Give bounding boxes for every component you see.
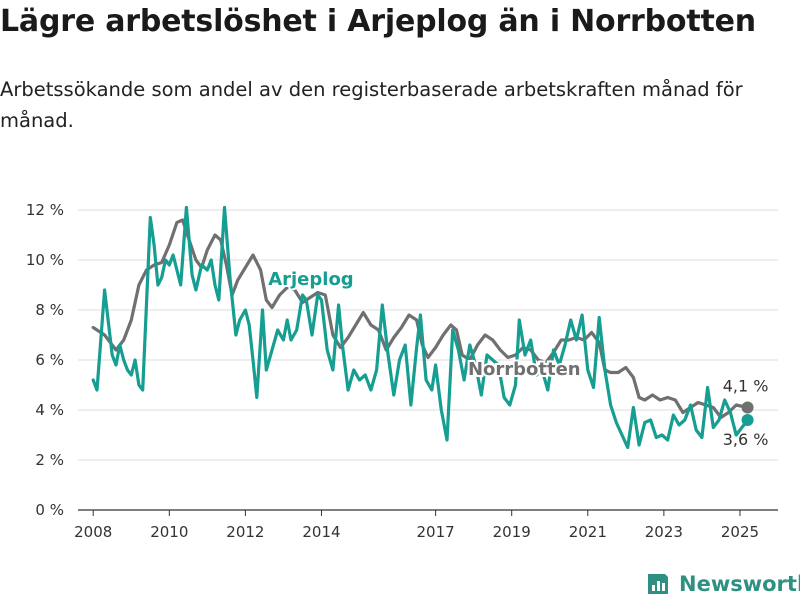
x-tick-label: 2017 (417, 523, 455, 541)
x-tick-label: 2014 (302, 523, 340, 541)
y-tick-label: 4 % (35, 401, 64, 419)
y-axis-ticks: 0 % 2 % 4 % 6 % 8 % 10 % 12 % (26, 201, 64, 519)
x-tick-label: 2019 (493, 523, 531, 541)
x-axis-ticks: 2008 2010 2012 2014 2017 2019 2021 2023 2025 (74, 510, 759, 541)
x-tick-label: 2021 (569, 523, 607, 541)
x-tick-label: 2008 (74, 523, 112, 541)
chart-subtitle: Arbetssökande som andel av den registerb… (0, 78, 743, 132)
end-label-arjeplog: 3,6 % (723, 430, 769, 449)
series-lines (91, 205, 754, 450)
x-tick-label: 2012 (226, 523, 264, 541)
end-point-arjeplog (741, 414, 754, 426)
y-tick-label: 10 % (26, 251, 64, 269)
y-tick-label: 2 % (35, 451, 64, 469)
end-label-norrbotten: 4,1 % (723, 377, 769, 396)
series-line-arjeplog (91, 205, 750, 450)
y-tick-label: 12 % (26, 201, 64, 219)
grid-lines (78, 209, 778, 511)
x-tick-label: 2025 (721, 523, 759, 541)
y-tick-label: 6 % (35, 351, 64, 369)
y-tick-label: 0 % (35, 501, 64, 519)
series-labels: Arjeplog Norrbotten 4,1 % 3,6 % (266, 267, 769, 449)
newsworthy-logo: Newsworthy (645, 569, 800, 599)
y-tick-label: 8 % (35, 301, 64, 319)
chart-title: Lägre arbetslöshet i Arjeplog än i Norrb… (0, 4, 756, 39)
x-tick-label: 2010 (150, 523, 188, 541)
x-tick-label: 2023 (645, 523, 683, 541)
series-label-arjeplog: Arjeplog (268, 269, 354, 290)
series-label-norrbotten: Norrbotten (468, 359, 581, 380)
end-point-norrbotten (741, 401, 754, 414)
chart-bars-icon (648, 574, 668, 594)
brand-name: Newsworthy (679, 572, 800, 596)
